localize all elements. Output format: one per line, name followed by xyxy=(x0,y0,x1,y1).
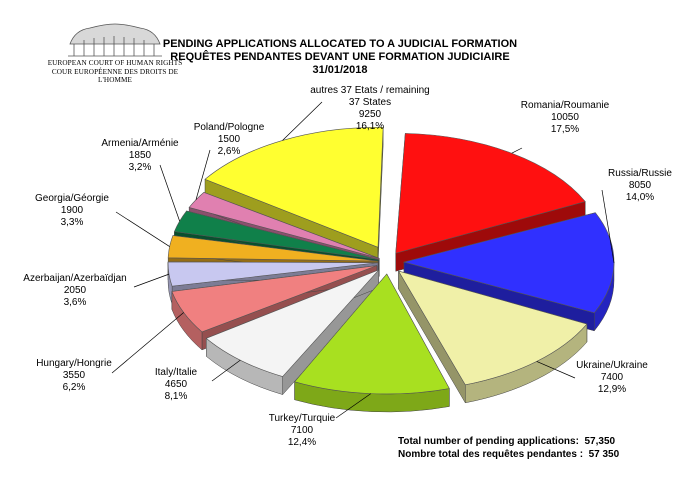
slice-label: Poland/Pologne 1500 2,6% xyxy=(194,122,265,157)
total-fr: Nombre total des requêtes pendantes : 57… xyxy=(398,448,620,460)
leader-line xyxy=(536,361,576,379)
logo-text-en: EUROPEAN COURT OF HUMAN RIGHTS xyxy=(47,59,183,67)
pie-slice xyxy=(294,273,450,413)
leader-lines xyxy=(111,101,615,419)
slice-label: Italy/Italie 4650 8,1% xyxy=(155,367,198,402)
leader-line xyxy=(211,359,241,382)
leader-line xyxy=(601,189,615,263)
leader-line xyxy=(133,273,170,288)
chart-titles: PENDING APPLICATIONS ALLOCATED TO A JUDI… xyxy=(150,38,530,77)
leader-line xyxy=(115,211,170,247)
chart-subtitle: REQUÊTES PENDANTES DEVANT UNE FORMATION … xyxy=(170,51,510,63)
total-en: Total number of pending applications: 57… xyxy=(398,436,616,447)
slice-label: Georgia/Géorgie 1900 3,3% xyxy=(35,193,109,228)
leader-line xyxy=(195,149,211,200)
slice-labels: Romania/Roumanie 10050 17,5% Russia/Russie 8… xyxy=(23,85,672,448)
slice-label: Azerbaijan/Azerbaïdjan 2050 3,6% xyxy=(23,273,126,308)
pie-slices xyxy=(167,127,615,413)
leader-line xyxy=(511,147,523,154)
court-building-icon xyxy=(68,23,162,57)
court-logo: EUROPEAN COURT OF HUMAN RIGHTS COUR EURO… xyxy=(40,20,190,84)
logo-text-fr: COUR EUROPÉENNE DES DROITS DE L'HOMME xyxy=(51,68,179,84)
leader-line xyxy=(282,101,323,141)
slice-label: Turkey/Turquie 7100 12,4% xyxy=(269,413,336,448)
slice-label: Hungary/Hongrie 3550 6,2% xyxy=(36,358,112,393)
pie-slice xyxy=(205,269,380,396)
chart-title: PENDING APPLICATIONS ALLOCATED TO A JUDI… xyxy=(162,38,518,50)
leader-line xyxy=(159,164,180,222)
totals: Total number of pending applications: 57… xyxy=(398,436,619,461)
pie-slice xyxy=(397,270,588,404)
leader-line xyxy=(335,393,372,419)
slice-label: Romania/Roumanie 10050 17,5% xyxy=(521,100,610,135)
chart-date: 31/01/2018 xyxy=(312,64,368,76)
leader-line xyxy=(111,312,184,374)
slice-label: autres 37 Etats / remaining 37 States 9250… xyxy=(310,85,430,132)
slice-label: Ukraine/Ukraine 7400 12,9% xyxy=(576,360,648,395)
slice-label: Russia/Russie 8050 14,0% xyxy=(608,168,672,203)
slice-label: Armenia/Arménie 1850 3,2% xyxy=(101,138,179,173)
